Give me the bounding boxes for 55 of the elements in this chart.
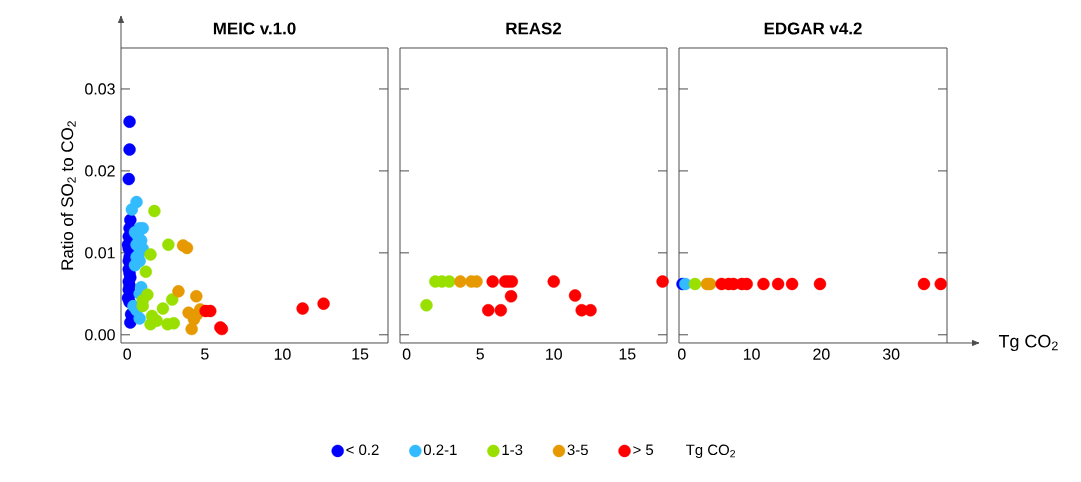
point — [190, 290, 203, 303]
x-tick-label: 15 — [619, 348, 636, 360]
point — [494, 304, 507, 317]
point — [123, 115, 136, 128]
point — [504, 290, 518, 303]
point — [180, 241, 194, 255]
x-tick-label: 20 — [813, 348, 830, 360]
x-tick-label: 0 — [402, 348, 411, 360]
point — [123, 143, 136, 156]
x-axis-title: Tg CO$_{2}$ — [998, 334, 1058, 352]
point — [144, 248, 157, 261]
y-tick-label: 0.01 — [85, 247, 115, 259]
point — [568, 289, 582, 302]
y-tick-label: 0.00 — [85, 329, 115, 341]
point — [172, 285, 185, 298]
point — [166, 293, 179, 306]
point — [547, 275, 560, 288]
legend-label: > 5 — [633, 444, 654, 456]
legend-title: Tg CO$_{2}$ — [686, 444, 735, 459]
point — [454, 275, 467, 288]
point — [296, 302, 309, 315]
point — [148, 204, 161, 218]
x-tick-label: 0 — [123, 348, 132, 360]
x-tick-label: 30 — [882, 348, 900, 360]
y-axis-title: Ratio of SO$_{2}$ to CO$_{2}$ — [60, 121, 76, 270]
point — [185, 322, 198, 336]
point — [156, 302, 170, 315]
point — [128, 258, 142, 272]
x-tick-label: 5 — [201, 348, 209, 360]
point — [125, 203, 139, 216]
x-tick-label: 10 — [274, 348, 291, 360]
point — [139, 265, 153, 278]
legend-label: 3-5 — [567, 444, 588, 456]
point — [486, 275, 499, 288]
legend-label: 1-3 — [502, 444, 523, 456]
chart-title: MEIC v.1.0 — [213, 22, 296, 35]
point — [124, 316, 137, 329]
point — [656, 275, 669, 288]
y-tick-label: 0.03 — [85, 83, 115, 95]
x-tick-label: 10 — [546, 348, 562, 360]
x-tick-label: 10 — [743, 348, 760, 360]
point — [420, 299, 433, 312]
point — [162, 238, 175, 251]
x-tick-label: 5 — [476, 348, 484, 360]
legend-label: < 0.2 — [346, 444, 379, 456]
point — [482, 304, 495, 317]
point — [317, 297, 330, 310]
point — [133, 312, 146, 325]
legend-label: 0.2-1 — [423, 444, 457, 456]
y-tick-label: 0.02 — [85, 165, 115, 177]
point — [122, 172, 135, 186]
x-tick-label: 15 — [352, 348, 369, 360]
chart-title: REAS2 — [506, 22, 562, 35]
x-tick-label: 0 — [678, 348, 686, 360]
chart-title: EDGAR v4.2 — [764, 22, 862, 35]
